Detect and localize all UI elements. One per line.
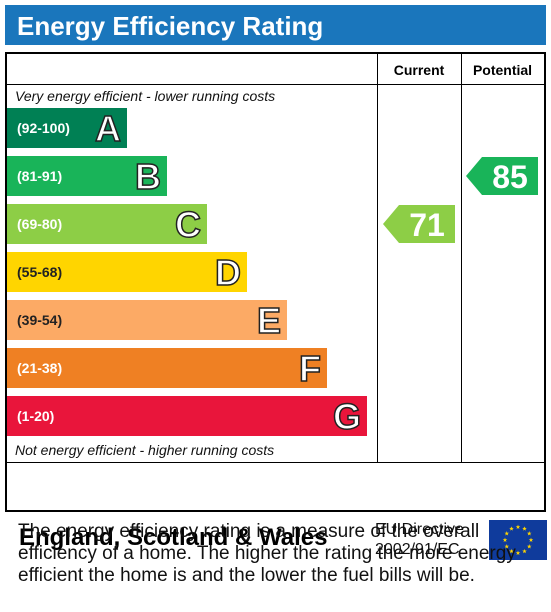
band-g-range: (1-20) [17, 408, 55, 424]
band-b: (81-91) B [7, 155, 167, 198]
region-label: England, Scotland & Wales [19, 524, 328, 551]
eu-star-icon [526, 531, 532, 536]
footer-divider [7, 462, 544, 463]
band-c-range: (69-80) [17, 216, 63, 232]
eu-star-icon [502, 537, 508, 542]
eu-flag-icon [489, 520, 547, 560]
rating-table: Current Potential Very energy efficient … [5, 52, 547, 560]
band-d-letter: D [214, 251, 242, 294]
band-d-range: (55-68) [17, 264, 63, 280]
eu-directive-line1: EU Directive [375, 521, 464, 538]
eu-star-icon [509, 548, 514, 554]
top-caption: Very energy efficient - lower running co… [15, 88, 276, 104]
band-f: (21-38) F [7, 347, 327, 390]
current-rating-value: 71 [409, 207, 445, 243]
band-c-letter: C [174, 203, 202, 246]
band-e: (39-54) E [7, 299, 287, 342]
eu-star-icon [522, 548, 527, 554]
potential-column-divider [461, 54, 462, 462]
potential-rating-arrow: 85 [466, 157, 538, 195]
header-divider [7, 84, 544, 85]
potential-column-header: Potential [472, 62, 533, 78]
band-b-letter: B [134, 155, 162, 198]
eu-star-icon [515, 524, 521, 529]
band-e-letter: E [256, 299, 282, 342]
potential-arrow-shape [466, 157, 538, 195]
eu-star-icon [504, 544, 510, 549]
band-a-letter: A [94, 107, 122, 150]
band-g: (1-20) G [7, 395, 367, 438]
eu-star-icon [526, 544, 532, 549]
potential-rating-value: 85 [492, 159, 528, 195]
description-text: The energy efficiency rating is a measur… [18, 521, 516, 586]
current-column-divider [377, 54, 378, 462]
eu-directive-line2: 2002/91/EC [375, 541, 460, 558]
current-column-header: Current [393, 62, 445, 78]
chart-title: Energy Efficiency Rating [5, 5, 546, 45]
band-b-range: (81-91) [17, 168, 63, 184]
bottom-caption: Not energy efficient - higher running co… [15, 442, 275, 458]
band-a-range: (92-100) [17, 120, 70, 136]
eu-star-icon [522, 526, 527, 531]
eu-star-icon [504, 531, 510, 536]
current-rating-arrow: 71 [383, 205, 455, 243]
current-arrow-shape [383, 205, 455, 243]
eu-directive: EU Directive 2002/91/EC [375, 520, 464, 560]
band-c: (69-80) C [7, 203, 207, 246]
band-a: (92-100) A [7, 107, 127, 150]
eu-star-icon [509, 526, 514, 531]
band-f-letter: F [298, 347, 322, 390]
eu-star-icon [515, 550, 521, 555]
eu-star-icon [528, 537, 534, 542]
band-g-letter: G [332, 395, 362, 438]
band-d: (55-68) D [7, 251, 247, 294]
band-e-range: (39-54) [17, 312, 63, 328]
band-f-range: (21-38) [17, 360, 63, 376]
